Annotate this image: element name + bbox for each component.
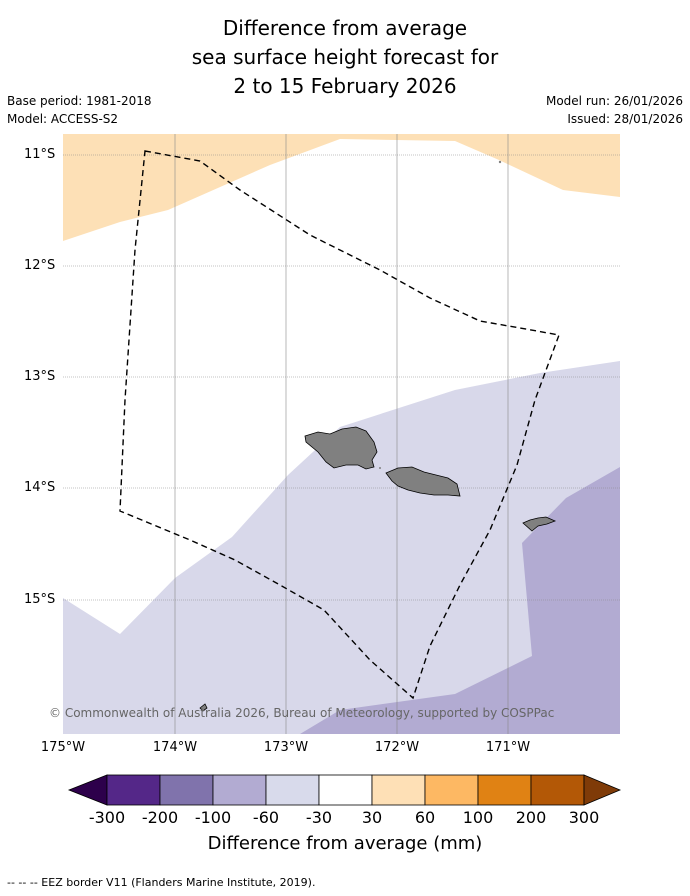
- lat-label-12s: 12°S: [24, 258, 56, 273]
- island-upolu: [385, 466, 461, 497]
- colorbar-segment: [265, 774, 320, 806]
- island-savaii: [304, 426, 378, 470]
- title-line-1: Difference from average: [222, 16, 468, 40]
- colorbar-tick: -30: [305, 808, 333, 827]
- colorbar: [67, 774, 622, 806]
- colorbar-segment: [212, 774, 267, 806]
- base-period-label: Base period: 1981-2018: [7, 94, 152, 108]
- colorbar-tick: -100: [194, 808, 232, 827]
- copyright-credit: © Commonwealth of Australia 2026, Bureau…: [49, 706, 555, 720]
- colorbar-segment: [477, 774, 532, 806]
- colorbar-tick: 300: [568, 808, 600, 827]
- map-area: [63, 134, 620, 734]
- title-line-2: sea surface height forecast for: [191, 45, 499, 69]
- eez-border: [119, 150, 560, 700]
- lon-label-174w: 174°W: [152, 740, 198, 755]
- colorbar-tick: 100: [462, 808, 494, 827]
- model-run-label: Model run: 26/01/2026: [545, 94, 683, 108]
- lon-label-172w: 172°W: [374, 740, 420, 755]
- lon-label-175w: 175°W: [40, 740, 86, 755]
- lat-label-14s: 14°S: [24, 480, 56, 495]
- islet-north: [498, 160, 502, 164]
- island-tutuila: [522, 516, 557, 532]
- colorbar-tick: -60: [252, 808, 280, 827]
- colorbar-extend-high: [583, 774, 622, 806]
- lat-label-15s: 15°S: [24, 592, 56, 607]
- colorbar-tick: 30: [361, 808, 383, 827]
- lat-label-13s: 13°S: [24, 369, 56, 384]
- colorbar-segment: [371, 774, 426, 806]
- colorbar-segment: [424, 774, 479, 806]
- lon-label-173w: 173°W: [263, 740, 309, 755]
- gridlines: [63, 134, 620, 734]
- anomaly-band-30-to-60: [63, 134, 620, 241]
- anomaly-band-neg100-to-neg60: [300, 467, 620, 734]
- colorbar-tick: -200: [141, 808, 179, 827]
- colorbar-segment: [318, 774, 373, 806]
- issued-label: Issued: 28/01/2026: [567, 112, 683, 126]
- colorbar-extend-low: [67, 774, 108, 806]
- model-label: Model: ACCESS-S2: [7, 112, 119, 126]
- colorbar-tick: 200: [515, 808, 547, 827]
- colorbar-tick: 60: [414, 808, 436, 827]
- chart-title: Difference from average sea surface heig…: [0, 14, 690, 101]
- lon-label-171w: 171°W: [485, 740, 531, 755]
- colorbar-tick: -300: [88, 808, 126, 827]
- colorbar-segment: [106, 774, 161, 806]
- eez-footnote: -- -- -- EEZ border V11 (Flanders Marine…: [7, 876, 316, 889]
- lat-label-11s: 11°S: [24, 147, 56, 162]
- colorbar-segment: [159, 774, 214, 806]
- islet-apolima: [379, 467, 381, 469]
- colorbar-title: Difference from average (mm): [207, 833, 483, 854]
- island-small-southwest: [199, 703, 208, 712]
- title-line-3: 2 to 15 February 2026: [233, 74, 457, 98]
- colorbar-segment: [530, 774, 585, 806]
- anomaly-band-neg60-to-neg30: [63, 361, 620, 734]
